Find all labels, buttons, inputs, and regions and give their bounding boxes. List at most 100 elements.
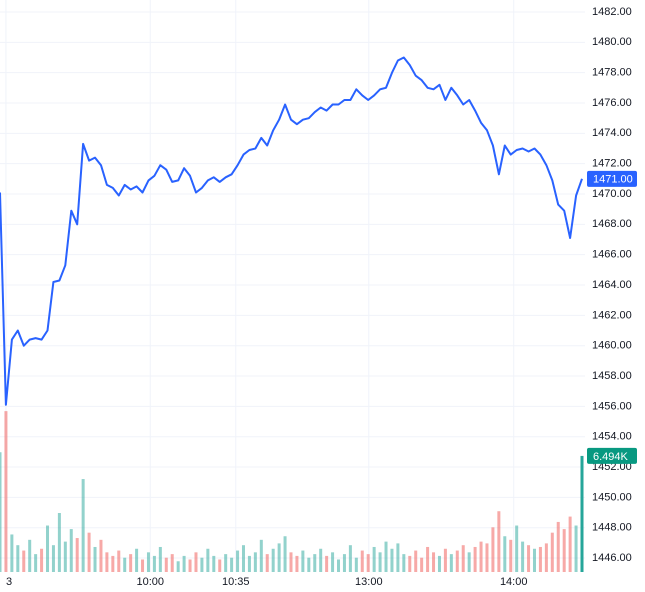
volume-bar [527,545,531,572]
price-line [0,56,583,406]
y-tick-label: 1480.00 [592,36,632,48]
y-tick-label: 1466.00 [592,249,632,261]
volume-bar [307,557,311,572]
volume-bar [301,550,305,572]
volume-bar [158,546,162,572]
volume-bar [461,545,465,572]
y-tick-label: 1454.00 [592,431,632,443]
last-price-box [587,170,637,187]
volume-bar [509,539,513,572]
volume-bar [224,554,228,572]
volume-bar [93,546,97,572]
volume-bar [206,548,210,572]
volume-bar [556,521,560,572]
volume-bar [176,561,180,572]
volume-bar [105,552,109,572]
volume-bar [372,546,376,572]
volume-bar [568,516,572,572]
volume-bar [580,455,584,572]
volume-bar [532,548,536,572]
volume-bar [378,552,382,572]
volume-bar [265,554,269,572]
volume-bar [515,525,519,572]
volume-bar [384,541,388,572]
volume-bar [34,554,38,572]
volume-bar [414,550,418,572]
volume-bar [241,545,245,572]
volume-bar [152,555,156,572]
volume-bar [218,559,222,572]
volume-bar [99,539,103,572]
volume-bar [396,543,400,572]
volume-bar [366,554,370,572]
volume-bar [164,557,168,572]
x-tick-label: 10:00 [136,576,164,588]
y-tick-label: 1474.00 [592,127,632,139]
volume-bar [51,545,55,572]
volume-bar [544,543,548,572]
y-tick-label: 1482.00 [592,6,632,18]
y-tick-label: 1460.00 [592,340,632,352]
y-tick-label: 1478.00 [592,67,632,79]
volume-bar [408,555,412,572]
volume-bar [437,555,441,572]
volume-bar [402,554,406,572]
y-tick-label: 1476.00 [592,97,632,109]
volume-bar [247,555,251,572]
y-tick-label: 1450.00 [592,491,632,503]
volume-bar [146,552,150,572]
volume-bar [271,548,275,572]
volume-bar [467,552,471,572]
volume-bar [259,539,263,572]
volume-bar [277,543,281,572]
volume-bar [0,452,2,572]
volume-bar [10,534,14,572]
volume-bar [230,557,234,572]
volume-bar [236,550,240,572]
volume-bar [129,554,133,572]
volume-bar [182,555,186,572]
volume-bar [497,511,501,572]
volume-bar [432,552,436,572]
volume-bar [337,559,341,572]
volume-bar [449,554,453,572]
last-volume-label: 6.494K [593,451,629,463]
volume-bar [295,555,299,572]
last-volume-box [587,447,637,464]
volume-bar [141,559,145,572]
volume-bar [479,541,483,572]
volume-bar [63,541,67,572]
volume-bar [117,550,121,572]
volume-bar [325,555,329,572]
volume-bar [283,536,287,572]
volume-bar [443,548,447,572]
volume-bar [111,555,115,572]
volume-bar [348,545,352,572]
volume-bar [28,539,32,572]
volume-bar [360,550,364,572]
volume-bar [22,550,26,572]
volume-bar [331,552,335,572]
x-tick-label: 13:00 [355,576,383,588]
volume-bar [81,479,85,572]
y-tick-label: 1446.00 [592,552,632,564]
y-tick-label: 1458.00 [592,370,632,382]
volume-bar [289,552,293,572]
volume-bar [135,548,139,572]
volume-bar [57,513,61,572]
volume-bar [342,554,346,572]
volume-bar [550,532,554,572]
volume-bar [46,525,50,572]
x-tick-label: 14:00 [500,576,528,588]
volume-bar [390,548,394,572]
volume-bar [170,554,174,572]
y-tick-label: 1448.00 [592,522,632,534]
volume-bar [69,529,73,572]
y-tick-label: 1464.00 [592,279,632,291]
volume-bar [491,527,495,572]
volume-bar [188,559,192,572]
y-tick-label: 1468.00 [592,218,632,230]
last-price-label: 1471.00 [593,174,633,186]
volume-bar [521,541,525,572]
